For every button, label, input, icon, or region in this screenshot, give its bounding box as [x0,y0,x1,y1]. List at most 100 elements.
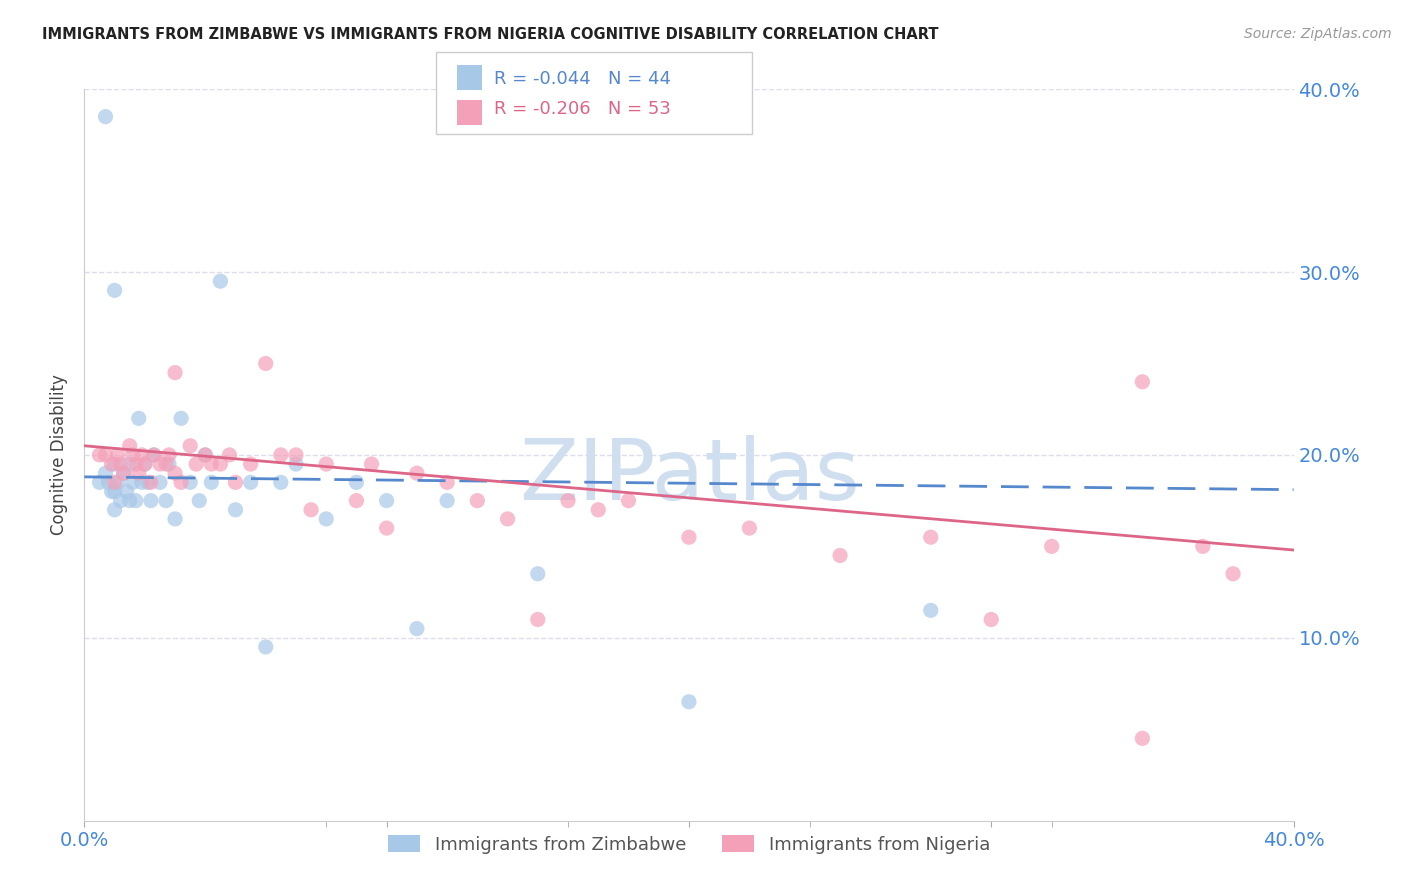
Point [121,448,143,462]
Point [315,512,337,526]
Point [209,457,232,471]
Point [496,512,519,526]
Point [218,448,240,462]
Point [315,457,337,471]
Point [920,530,942,544]
Point [406,622,429,636]
Point [527,566,550,581]
Point [139,493,162,508]
Point [134,457,156,471]
Point [100,457,122,471]
Point [239,457,262,471]
Point [118,439,141,453]
Point [128,411,150,425]
Point [131,448,153,462]
Point [157,457,180,471]
Point [107,475,129,490]
Point [104,284,127,298]
Point [285,448,308,462]
Point [128,466,150,480]
Point [165,366,187,380]
Point [436,475,458,490]
Point [678,530,700,544]
Point [194,448,217,462]
Point [118,493,141,508]
Point [134,457,156,471]
Point [94,448,117,462]
Point [121,475,143,490]
Point [89,475,111,490]
Point [285,457,308,471]
Point [155,493,177,508]
Point [299,503,322,517]
Point [188,493,211,508]
Text: R = -0.044   N = 44: R = -0.044 N = 44 [494,70,671,87]
Text: IMMIGRANTS FROM ZIMBABWE VS IMMIGRANTS FROM NIGERIA COGNITIVE DISABILITY CORRELA: IMMIGRANTS FROM ZIMBABWE VS IMMIGRANTS F… [42,27,939,42]
Point [678,695,700,709]
Point [346,475,368,490]
Point [436,493,458,508]
Point [104,475,127,490]
Point [97,475,120,490]
Point [170,475,193,490]
Point [139,475,162,490]
Point [225,503,247,517]
Point [209,274,232,288]
Point [107,448,129,462]
Point [118,457,141,471]
Point [467,493,489,508]
Point [527,613,550,627]
Y-axis label: Cognitive Disability: Cognitive Disability [51,375,69,535]
Point [375,493,398,508]
Point [157,448,180,462]
Point [125,457,148,471]
Point [112,466,135,480]
Point [830,549,852,563]
Point [200,457,222,471]
Point [557,493,579,508]
Point [200,475,222,490]
Point [738,521,761,535]
Point [179,439,201,453]
Point [1192,539,1215,553]
Point [1130,375,1153,389]
Point [89,448,111,462]
Point [115,484,138,499]
Point [149,475,172,490]
Point [110,457,132,471]
Point [170,411,193,425]
Point [1040,539,1063,553]
Point [346,493,368,508]
Point [131,475,153,490]
Point [194,448,217,462]
Point [165,512,187,526]
Point [254,640,277,654]
Point [112,466,135,480]
Point [588,503,610,517]
Point [94,466,117,480]
Point [155,457,177,471]
Point [142,448,165,462]
Point [225,475,247,490]
Point [165,466,187,480]
Point [94,110,117,124]
Text: Source: ZipAtlas.com: Source: ZipAtlas.com [1244,27,1392,41]
Point [270,475,292,490]
Point [104,484,127,499]
Point [920,603,942,617]
Point [125,493,148,508]
Point [136,475,159,490]
Point [104,503,127,517]
Point [375,521,398,535]
Point [100,484,122,499]
Point [149,457,172,471]
Legend: Immigrants from Zimbabwe, Immigrants from Nigeria: Immigrants from Zimbabwe, Immigrants fro… [382,830,995,859]
Point [104,457,127,471]
Point [142,448,165,462]
Text: ZIPatlas: ZIPatlas [519,435,859,518]
Point [186,457,208,471]
Point [617,493,640,508]
Point [254,356,277,371]
Point [980,613,1002,627]
Point [179,475,201,490]
